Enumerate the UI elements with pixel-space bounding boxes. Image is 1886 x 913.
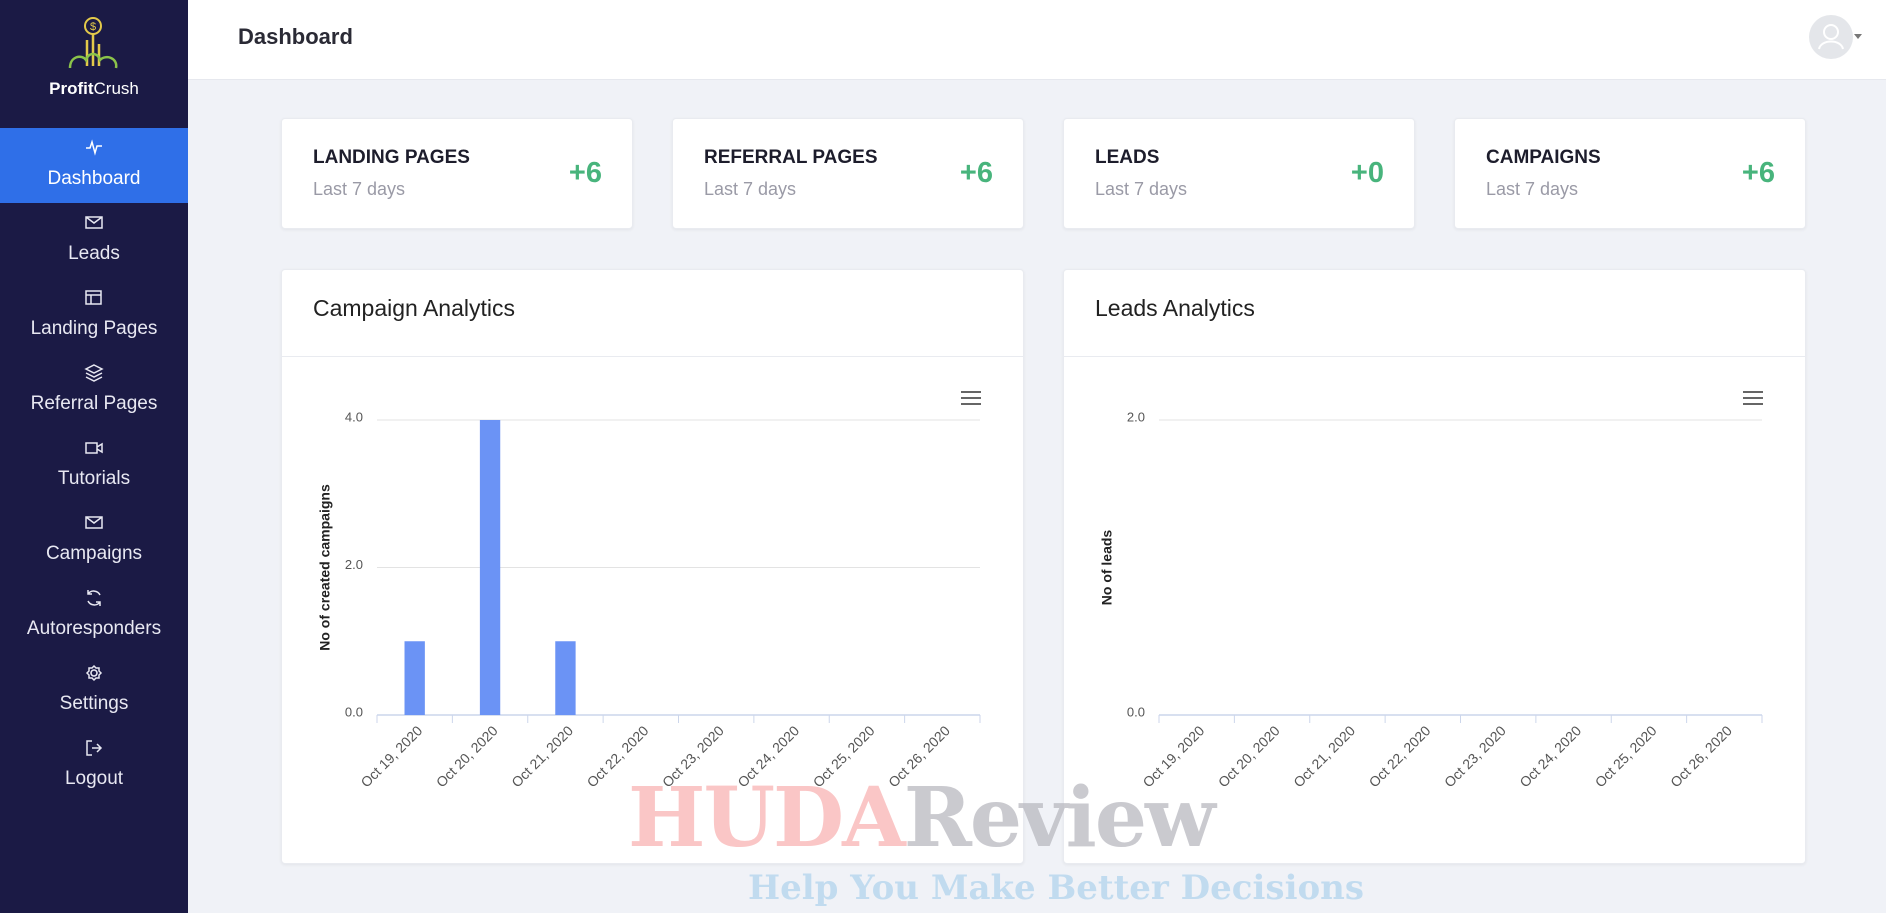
svg-text:$: $ [90,21,96,33]
nav-item[interactable]: Logout [0,728,188,803]
nav-item[interactable]: Campaigns [0,503,188,578]
nav-label: Referral Pages [30,393,158,414]
x-tick-label: Oct 21, 2020 [508,722,576,790]
nav-item[interactable]: Tutorials [0,428,188,503]
stat-subtitle: Last 7 days [1486,179,1579,199]
chart: 0.0 2.0 4.0 No of created campaigns Oct 19, … [317,391,981,790]
y-tick-label: 0.0 [1127,704,1145,719]
icon-shape [85,442,103,454]
stat-subtitle: Last 7 days [1095,179,1188,199]
chart-title: Leads Analytics [1095,295,1255,321]
chart-card: Campaign Analytics 0.0 2.0 4.0 No of created… [281,269,1024,864]
top-bar: Dashboard [188,0,1886,80]
icon-shape [85,290,102,305]
x-tick-label: Oct 21, 2020 [1290,722,1358,790]
nav-label: Tutorials [57,468,131,489]
stat-title: LANDING PAGES [313,147,470,168]
nav-icon [85,516,103,529]
nav-item[interactable]: Dashboard [0,128,188,203]
nav-item[interactable]: Leads [0,203,188,278]
nav-icon [86,740,103,756]
y-axis-label: No of leads [1099,530,1115,606]
brand-bold: Profit [49,79,94,98]
x-tick-label: Oct 23, 2020 [1441,722,1509,790]
nav-item[interactable]: Settings [0,653,188,728]
stat-subtitle: Last 7 days [313,179,406,199]
nav-label: Campaigns [45,543,143,564]
y-axis-label: No of created campaigns [317,484,333,651]
nav-item[interactable]: Referral Pages [0,353,188,428]
stat-title: CAMPAIGNS [1486,147,1601,168]
icon-shape [86,740,103,756]
y-tick-label: 4.0 [345,409,363,424]
logo-icon: $ [68,17,118,69]
nav-icon [86,139,102,156]
stat-value: +6 [568,157,602,189]
icon-shape [87,590,101,606]
nav-label: Landing Pages [30,318,158,339]
chart-card: Leads Analytics 0.0 2.0 No of leads Oct 19, … [1063,269,1806,864]
icon-shape [86,139,102,156]
sidebar: $ ProfitCrush Dashboard Leads Landing Page… [0,0,188,913]
x-tick-label: Oct 22, 2020 [1366,722,1434,790]
nav-label: Dashboard [47,168,141,189]
nav-icon [85,290,102,305]
stat-card: LANDING PAGES Last 7 days +6 [281,118,633,229]
bar [555,641,576,715]
x-tick-label: Oct 20, 2020 [1215,722,1283,790]
user-menu[interactable] [1806,14,1866,60]
stat-value: +0 [1350,157,1384,189]
x-tick-label: Oct 25, 2020 [1592,722,1660,790]
icon-shape [85,216,103,229]
icon-shape [85,516,103,529]
bar [404,641,425,715]
brand: ProfitCrush [0,79,188,99]
divider [1064,356,1805,357]
nav-icon [87,590,101,606]
stat-title: LEADS [1095,147,1160,168]
nav-item[interactable]: Landing Pages [0,278,188,353]
page-title: Dashboard [238,24,353,49]
nav-item[interactable]: Autoresponders [0,578,188,653]
brand-rest: Crush [93,79,139,98]
divider [282,356,1023,357]
nav-label: Settings [59,693,129,714]
y-tick-label: 0.0 [345,704,363,719]
nav-label: Autoresponders [26,618,162,639]
nav-icon [85,216,103,229]
nav-icon [85,442,103,454]
watermark: HUDAReview [628,770,1216,866]
x-tick-label: Oct 26, 2020 [1667,722,1735,790]
icon-shape [84,364,104,382]
nav-label: Logout [64,768,124,789]
chart-menu[interactable] [961,391,981,405]
bar [479,420,501,715]
stat-value: +6 [1741,157,1775,189]
watermark-tagline: Help You Make Better Decisions [748,868,1365,908]
stat-value: +6 [959,157,993,189]
nav-icon [85,664,103,682]
x-tick-label: Oct 19, 2020 [357,722,425,790]
stat-card: CAMPAIGNS Last 7 days +6 [1454,118,1806,229]
y-tick-label: 2.0 [1127,409,1145,424]
watermark-b: Review [903,770,1216,866]
x-tick-label: Oct 24, 2020 [1516,722,1584,790]
stat-title: REFERRAL PAGES [704,147,878,168]
chart-menu[interactable] [1743,391,1763,405]
stat-subtitle: Last 7 days [704,179,797,199]
nav-label: Leads [68,243,120,264]
icon-shape [85,664,103,682]
stat-card: REFERRAL PAGES Last 7 days +6 [672,118,1024,229]
chart-title: Campaign Analytics [313,295,515,321]
stat-card: LEADS Last 7 days +0 [1063,118,1415,229]
x-tick-label: Oct 20, 2020 [433,722,501,790]
watermark-a: HUDA [628,770,906,866]
nav-icon [84,364,104,382]
y-tick-label: 2.0 [345,557,363,572]
